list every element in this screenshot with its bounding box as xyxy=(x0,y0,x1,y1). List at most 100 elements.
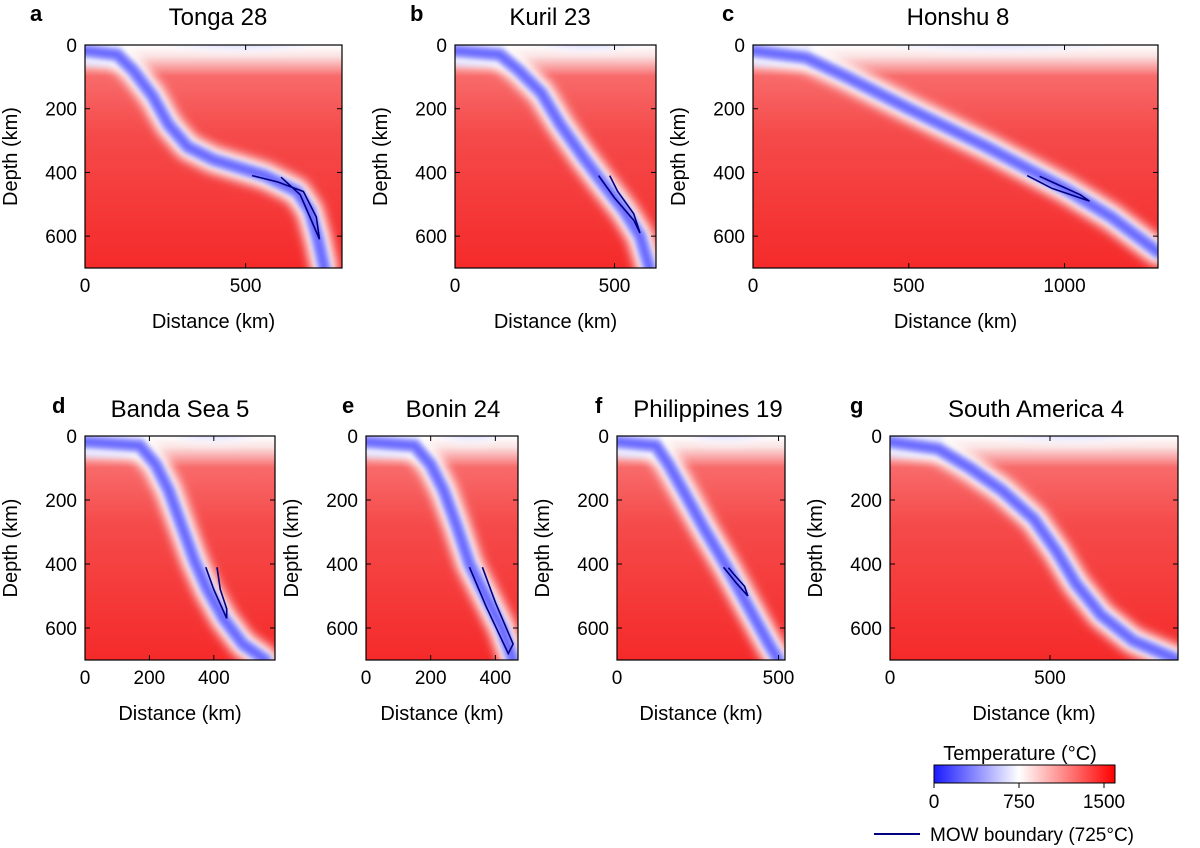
x-tick-label: 400 xyxy=(198,668,230,689)
y-axis-label: Depth (km) xyxy=(668,107,690,206)
panel-title: Bonin 24 xyxy=(406,396,501,423)
overriding-plate-wedge xyxy=(101,45,342,99)
panel-title: Philippines 19 xyxy=(633,396,782,423)
panel-b: 0 500 0 200 400 600 b Kuril 23 Distance (km) Dept… xyxy=(370,1,657,333)
x-tick-label: 1000 xyxy=(1043,276,1085,297)
y-tick-label: 0 xyxy=(66,427,77,448)
plot-area xyxy=(753,45,1158,268)
y-tick-label: 400 xyxy=(415,163,447,184)
colorbar-legend: Temperature (°C) 0 750 1500 xyxy=(929,743,1125,813)
y-tick-label: 400 xyxy=(577,555,609,576)
x-tick-label: 0 xyxy=(450,276,461,297)
panels: 0 500 0 200 400 600 a Tonga 28 Distance (km) Dept… xyxy=(0,1,1179,725)
x-axis-label: Distance (km) xyxy=(494,311,617,333)
y-tick-label: 200 xyxy=(713,100,745,121)
plot-area xyxy=(366,436,518,660)
panel-f: 0 500 0 200 400 600 f Philippines 19 Distance (k… xyxy=(532,393,795,725)
mow-boundary xyxy=(597,175,641,234)
x-tick-label: 0 xyxy=(748,276,759,297)
panel-letter: g xyxy=(850,393,863,418)
plot-area xyxy=(455,45,656,268)
y-tick-label: 200 xyxy=(45,100,77,121)
y-tick-label: 600 xyxy=(850,619,882,640)
plot-frame xyxy=(454,44,657,269)
x-axis-label: Distance (km) xyxy=(972,703,1095,725)
plot-frame xyxy=(616,435,786,661)
x-tick-label: 0 xyxy=(885,668,896,689)
panel-letter: a xyxy=(30,1,43,26)
y-tick-label: 400 xyxy=(713,163,745,184)
x-tick-label: 0 xyxy=(361,668,372,689)
panel-letter: f xyxy=(595,393,603,418)
slab-core xyxy=(455,47,653,268)
y-tick-label: 200 xyxy=(850,491,882,512)
y-tick-label: 400 xyxy=(326,555,358,576)
slab-core xyxy=(890,438,1178,660)
panel-c: 0 500 1000 0 200 400 600 c Honshu 8 Distance (km)… xyxy=(668,1,1159,333)
y-tick-label: 400 xyxy=(850,555,882,576)
x-tick-label: 500 xyxy=(599,276,631,297)
x-tick-label: 0 xyxy=(80,668,91,689)
panel-d: 0 200 400 0 200 400 600 d Banda Sea 5 Distance (k… xyxy=(0,393,276,725)
panel-title: Kuril 23 xyxy=(509,4,590,31)
y-tick-label: 0 xyxy=(436,36,447,57)
slab-core xyxy=(617,438,782,660)
plot-area xyxy=(617,436,785,660)
y-tick-label: 0 xyxy=(734,36,745,57)
panel-title: South America 4 xyxy=(948,396,1124,423)
x-tick-label: 500 xyxy=(1034,668,1066,689)
slab-core xyxy=(753,47,1158,256)
x-tick-label: 500 xyxy=(893,276,925,297)
plot-area xyxy=(85,436,275,660)
y-axis-label: Depth (km) xyxy=(0,107,22,206)
y-tick-label: 400 xyxy=(45,555,77,576)
x-tick-label: 400 xyxy=(480,668,512,689)
y-tick-label: 0 xyxy=(347,427,358,448)
plot-frame xyxy=(365,435,519,661)
y-tick-label: 600 xyxy=(577,619,609,640)
x-tick-label: 500 xyxy=(230,276,262,297)
panel-g: 0 500 0 200 400 600 g South America 4 Distance (… xyxy=(805,393,1179,725)
x-axis-label: Distance (km) xyxy=(380,703,503,725)
colorbar-title: Temperature (°C) xyxy=(943,743,1097,765)
slab-core xyxy=(85,47,328,268)
plot-area xyxy=(85,45,342,268)
panel-title: Tonga 28 xyxy=(169,4,268,31)
y-tick-label: 200 xyxy=(45,491,77,512)
y-tick-label: 600 xyxy=(45,619,77,640)
panel-letter: c xyxy=(722,1,734,26)
x-tick-label: 0 xyxy=(80,276,91,297)
panel-title: Banda Sea 5 xyxy=(111,396,250,423)
colorbar-tick-label: 750 xyxy=(1003,792,1035,813)
plot-frame xyxy=(84,44,343,269)
y-tick-label: 0 xyxy=(871,427,882,448)
y-tick-label: 600 xyxy=(415,227,447,248)
panel-e: 0 200 400 0 200 400 600 e Bonin 24 Distance (km) D… xyxy=(281,393,519,725)
mow-boundary xyxy=(251,174,321,240)
x-tick-label: 500 xyxy=(763,668,795,689)
panel-letter: e xyxy=(342,393,354,418)
x-tick-label: 200 xyxy=(134,668,166,689)
panel-title: Honshu 8 xyxy=(907,4,1010,31)
y-axis-label: Depth (km) xyxy=(805,499,827,598)
y-tick-label: 200 xyxy=(326,491,358,512)
mow-boundary xyxy=(1026,174,1090,202)
colorbar-tick-label: 0 xyxy=(929,792,940,813)
y-tick-label: 600 xyxy=(713,227,745,248)
mow-legend: MOW boundary (725°C) xyxy=(874,825,1134,846)
slab-core xyxy=(366,438,517,660)
mow-legend-label: MOW boundary (725°C) xyxy=(930,825,1134,846)
y-tick-label: 200 xyxy=(577,491,609,512)
y-tick-label: 400 xyxy=(45,163,77,184)
panel-a: 0 500 0 200 400 600 a Tonga 28 Distance (km) Dept… xyxy=(0,1,343,333)
slab-core xyxy=(85,438,269,660)
mow-boundary xyxy=(468,566,514,656)
y-tick-label: 0 xyxy=(66,36,77,57)
y-tick-label: 600 xyxy=(45,227,77,248)
y-tick-label: 0 xyxy=(598,427,609,448)
y-axis-label: Depth (km) xyxy=(0,499,22,598)
y-tick-label: 600 xyxy=(326,619,358,640)
plot-area xyxy=(890,436,1178,660)
x-axis-label: Distance (km) xyxy=(118,703,241,725)
